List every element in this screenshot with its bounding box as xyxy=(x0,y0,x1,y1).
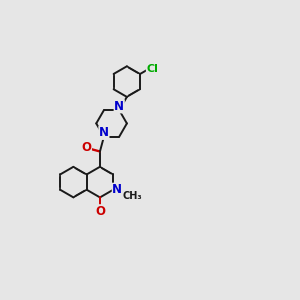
Text: N: N xyxy=(112,183,122,196)
Text: O: O xyxy=(95,205,105,218)
Text: O: O xyxy=(81,141,92,154)
Text: N: N xyxy=(114,100,124,113)
Text: Cl: Cl xyxy=(146,64,158,74)
Text: CH₃: CH₃ xyxy=(122,191,142,202)
Text: N: N xyxy=(99,126,109,140)
